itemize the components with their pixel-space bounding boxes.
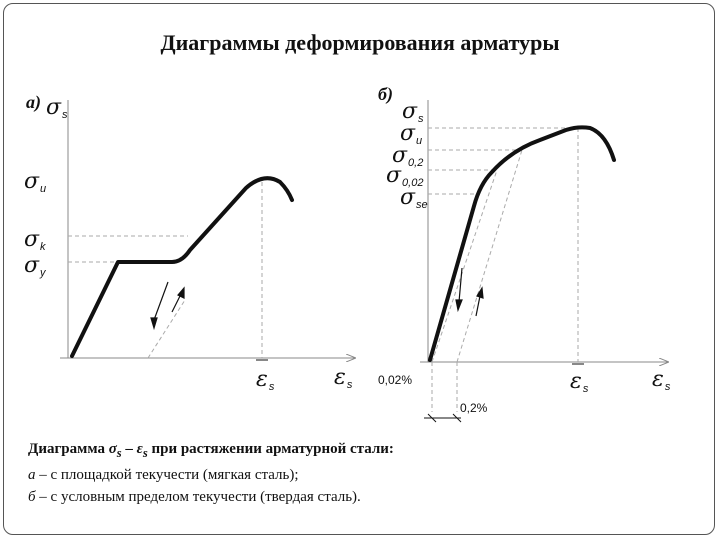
panel-b-level-02: σ0,2: [392, 143, 423, 169]
panel-b-x-label: εs: [652, 367, 671, 393]
figure-caption: Диаграмма σs – εs при растяжении арматур…: [28, 438, 708, 508]
panel-a-label: а): [26, 92, 41, 113]
panel-b-offset-dimension: [424, 413, 462, 423]
panel-b-level-002: σ0,02: [386, 163, 423, 189]
panel-a-x-label: εs: [334, 365, 353, 391]
panel-a-level-u: σu: [24, 169, 46, 195]
panel-a-unload-arrows: [150, 281, 185, 331]
caption-item-a: а – с площадкой текучести (мягкая сталь)…: [28, 467, 299, 483]
panel-a-y-label: σs: [46, 95, 68, 121]
caption-heading: Диаграмма σs – εs при растяжении арматур…: [28, 441, 394, 460]
panel-b-marker-label: εs: [570, 369, 589, 395]
panel-b-curve: [428, 125, 616, 362]
caption-item-b: б – с условным пределом текучести (тверд…: [28, 489, 361, 505]
panel-b-offset-002: 0,02%: [378, 373, 412, 387]
panel-b: б): [378, 84, 671, 423]
slide-frame: [3, 3, 715, 535]
panel-b-level-u: σu: [400, 121, 422, 147]
panel-a: а) σs εs εs: [24, 92, 355, 393]
panel-a-guides: [68, 182, 263, 359]
panel-a-level-y: σy: [24, 253, 47, 279]
panel-a-curve: [70, 176, 294, 358]
slide-title: Диаграммы деформирования арматуры: [160, 30, 560, 55]
panel-a-marker-label: εs: [256, 367, 275, 393]
panel-b-y-label: σs: [402, 99, 424, 125]
panel-b-guides: [428, 127, 579, 412]
panel-b-level-se: σse: [400, 185, 428, 211]
panel-b-offset-02: 0,2%: [460, 401, 488, 415]
panel-a-level-k: σk: [24, 227, 46, 253]
panel-b-unload-arrows: [455, 267, 484, 317]
panel-b-label: б): [378, 84, 393, 105]
